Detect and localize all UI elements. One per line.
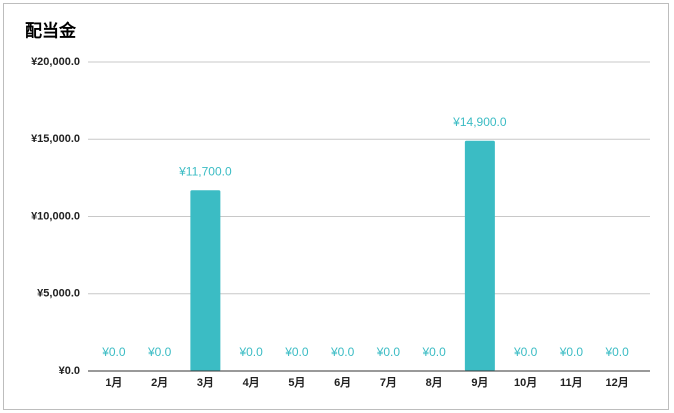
data-label: ¥14,900.0: [452, 115, 507, 129]
data-label: ¥11,700.0: [178, 164, 232, 178]
data-label: ¥0.0: [421, 345, 446, 359]
x-tick-label: 6月: [334, 376, 351, 389]
x-tick-label: 5月: [288, 376, 305, 389]
y-tick-label: ¥20,000.0: [31, 56, 80, 68]
chart-title: 配当金: [25, 20, 77, 40]
data-label: ¥0.0: [101, 345, 126, 359]
bar: [190, 190, 221, 371]
x-tick-label: 3月: [197, 376, 214, 389]
data-label: ¥0.0: [559, 345, 584, 359]
data-label: ¥0.0: [604, 345, 629, 359]
x-tick-label: 7月: [380, 376, 397, 389]
data-label: ¥0.0: [376, 345, 401, 359]
x-tick-label: 8月: [426, 376, 443, 389]
x-tick-label: 4月: [243, 376, 260, 389]
y-tick-label: ¥0.0: [59, 365, 80, 377]
x-tick-label: 12月: [606, 376, 629, 389]
y-tick-label: ¥10,000.0: [31, 210, 80, 222]
data-label: ¥0.0: [238, 345, 263, 359]
x-tick-label: 1月: [105, 376, 122, 389]
x-tick-label: 11月: [560, 376, 583, 389]
x-tick-label: 9月: [471, 376, 488, 389]
data-label: ¥0.0: [147, 345, 172, 359]
data-label: ¥0.0: [330, 345, 355, 359]
x-tick-label: 2月: [151, 376, 168, 389]
bar: [464, 140, 495, 371]
y-tick-label: ¥15,000.0: [31, 133, 80, 145]
data-label: ¥0.0: [284, 345, 309, 359]
x-tick-label: 10月: [514, 376, 537, 389]
chart-frame: [3, 3, 669, 410]
y-tick-label: ¥5,000.0: [37, 288, 80, 300]
data-label: ¥0.0: [513, 345, 538, 359]
